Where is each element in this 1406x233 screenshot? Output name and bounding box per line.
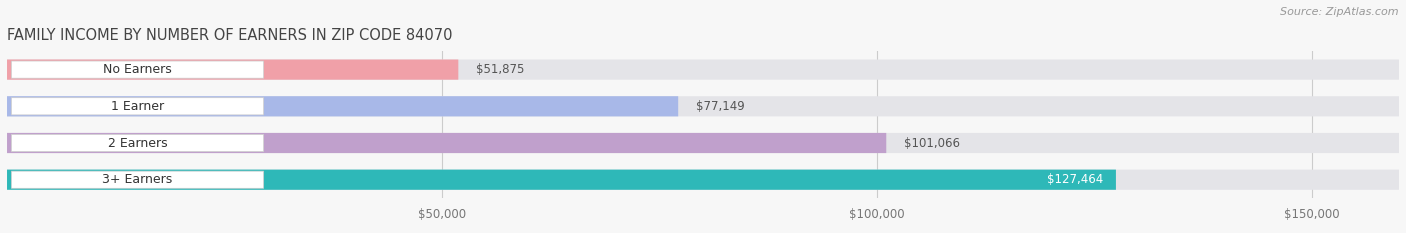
FancyBboxPatch shape [11,61,264,78]
FancyBboxPatch shape [7,170,1399,190]
Text: 3+ Earners: 3+ Earners [103,173,173,186]
Text: $51,875: $51,875 [475,63,524,76]
FancyBboxPatch shape [11,98,264,115]
Text: $127,464: $127,464 [1046,173,1102,186]
FancyBboxPatch shape [7,170,1116,190]
FancyBboxPatch shape [7,59,458,80]
FancyBboxPatch shape [7,133,1399,153]
FancyBboxPatch shape [7,133,886,153]
FancyBboxPatch shape [7,96,1399,116]
FancyBboxPatch shape [11,171,264,188]
FancyBboxPatch shape [7,96,678,116]
Text: FAMILY INCOME BY NUMBER OF EARNERS IN ZIP CODE 84070: FAMILY INCOME BY NUMBER OF EARNERS IN ZI… [7,28,453,43]
Text: $101,066: $101,066 [904,137,960,150]
Text: 1 Earner: 1 Earner [111,100,165,113]
FancyBboxPatch shape [11,134,264,152]
Text: $77,149: $77,149 [696,100,744,113]
Text: Source: ZipAtlas.com: Source: ZipAtlas.com [1281,7,1399,17]
Text: 2 Earners: 2 Earners [108,137,167,150]
Text: No Earners: No Earners [103,63,172,76]
FancyBboxPatch shape [7,59,1399,80]
